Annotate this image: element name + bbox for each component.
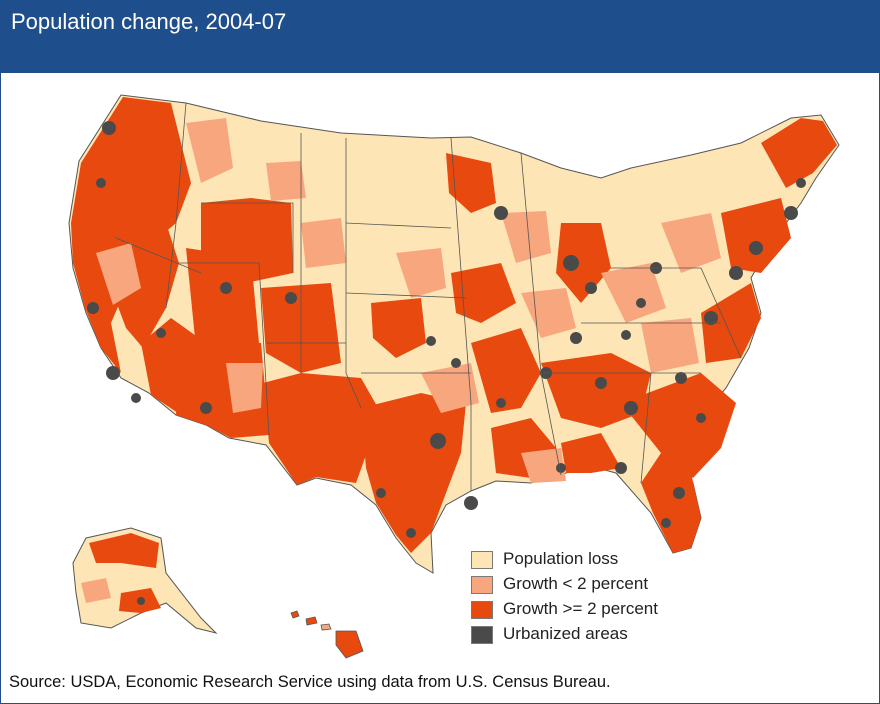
map-area bbox=[1, 73, 879, 673]
legend-label: Growth < 2 percent bbox=[503, 574, 649, 593]
growth-low-regions bbox=[96, 118, 721, 483]
legend-label: Population loss bbox=[503, 549, 619, 568]
title-bar: Population change, 2004-07 bbox=[1, 1, 879, 73]
growth-high-regions bbox=[71, 97, 837, 553]
legend-item: Population loss bbox=[471, 549, 711, 574]
state-boundaries bbox=[115, 102, 742, 491]
legend-item: Growth >= 2 percent bbox=[471, 599, 711, 624]
map-title: Population change, 2004-07 bbox=[11, 9, 287, 34]
legend-swatch bbox=[471, 576, 493, 594]
legend-label: Urbanized areas bbox=[503, 624, 628, 643]
alaska bbox=[72, 527, 218, 634]
source-note: Source: USDA, Economic Research Service … bbox=[9, 673, 611, 691]
legend-item: Urbanized areas bbox=[471, 624, 711, 649]
urbanized-areas bbox=[87, 121, 806, 538]
hawaii bbox=[290, 610, 364, 659]
legend-swatch bbox=[471, 601, 493, 619]
legend-swatch bbox=[471, 626, 493, 644]
legend-swatch bbox=[471, 551, 493, 569]
us-map bbox=[68, 94, 840, 659]
legend-item: Growth < 2 percent bbox=[471, 574, 711, 599]
legend: Population loss Growth < 2 percent Growt… bbox=[471, 549, 711, 649]
legend-label: Growth >= 2 percent bbox=[503, 599, 658, 618]
